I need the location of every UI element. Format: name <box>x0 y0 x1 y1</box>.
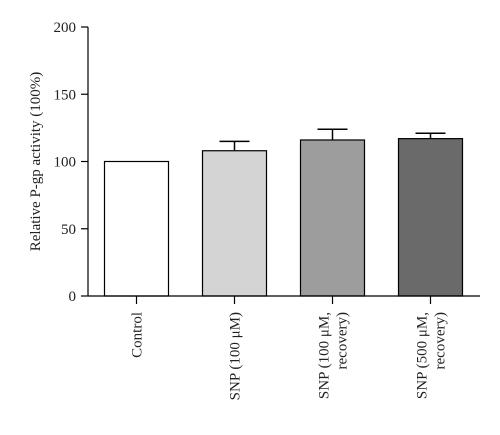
y-tick-label: 150 <box>54 87 77 103</box>
x-tick-label-group: SNP (500 μM, recovery) <box>415 312 449 399</box>
y-tick-label: 50 <box>61 222 76 238</box>
bar <box>201 150 268 297</box>
x-tick-label: SNP (500 μM, <box>415 312 431 399</box>
y-tick-label: 100 <box>54 155 77 171</box>
bar <box>299 139 366 297</box>
x-tick-label: recovery) <box>433 312 449 369</box>
x-tick-label-group: SNP (100 μM, recovery) <box>317 312 351 399</box>
x-tick-label: SNP (100 μM, <box>317 312 333 399</box>
y-axis: 0 50 100 150 200 <box>54 20 89 305</box>
y-tick-label: 200 <box>54 20 77 36</box>
x-tick-label-group: Control <box>130 312 146 358</box>
x-tick-label: recovery) <box>335 312 351 369</box>
x-tick-label: SNP (100 μM) <box>228 312 244 400</box>
y-axis-title: Relative P-gp activity (100%) <box>28 72 44 252</box>
bar <box>397 138 464 297</box>
x-axis: Control SNP (100 μM) SNP (100 μM, recovery)… <box>88 295 480 400</box>
x-tick-label-group: SNP (100 μM) <box>228 312 244 400</box>
plot-area <box>103 128 464 297</box>
x-tick-label: Control <box>130 312 146 358</box>
y-tick-label: 0 <box>69 289 77 305</box>
bar <box>103 160 170 297</box>
